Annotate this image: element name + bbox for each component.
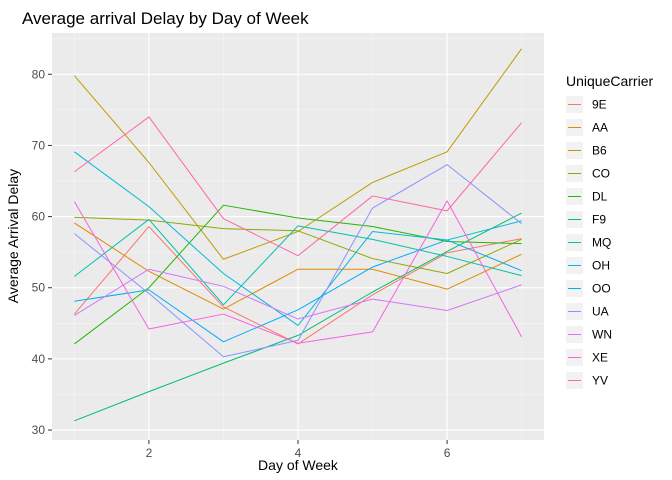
x-axis-title: Day of Week (258, 457, 339, 473)
legend-label: OO (592, 282, 611, 296)
legend-item-mq: MQ (566, 234, 611, 251)
series-line-xe (73, 200, 523, 344)
series-line-oo (74, 239, 522, 343)
series-line-f9 (74, 212, 522, 422)
legend-item-9e: 9E (566, 96, 607, 113)
legend-label: WN (592, 328, 612, 342)
legend-label: DL (592, 190, 608, 204)
legend-item-xe: XE (566, 349, 608, 366)
legend-label: OH (592, 259, 610, 273)
y-tick-label: 60 (32, 210, 46, 224)
x-tick-label: 6 (444, 446, 451, 460)
series-line-mq (74, 218, 522, 306)
series-line-aa (74, 222, 522, 310)
legend-label: YV (592, 374, 608, 388)
y-tick-label: 50 (32, 281, 46, 295)
series-line-dl (74, 204, 522, 345)
legend-item-aa: AA (566, 119, 608, 136)
legend-label: MQ (592, 236, 611, 250)
legend-item-dl: DL (566, 188, 608, 205)
legend-label: F9 (592, 213, 606, 227)
legend-label: 9E (592, 98, 607, 112)
x-tick-label: 2 (146, 446, 153, 460)
series-line-wn (74, 268, 522, 320)
legend-label: B6 (592, 144, 607, 158)
legend-items: 9E AA B6 CO DL F9 MQ OH OO UA WN XE YV (566, 96, 612, 389)
legend-item-b6: B6 (566, 142, 607, 159)
legend-item-co: CO (566, 165, 610, 182)
series-line-ua (74, 164, 522, 358)
y-axis-title: Average Arrival Delay (5, 169, 21, 303)
series-line-yv (74, 116, 523, 257)
legend-item-oh: OH (566, 257, 610, 274)
y-tick-label: 70 (32, 138, 46, 152)
legend-item-yv: YV (566, 372, 608, 389)
legend-title: UniqueCarrier (566, 73, 653, 89)
y-tick-label: 40 (32, 352, 46, 366)
x-axis-ticks: 2 4 6 (146, 440, 451, 460)
legend: UniqueCarrier 9E AA B6 CO DL F9 MQ OH OO UA WN XE YV (566, 73, 653, 389)
chart-title: Average arrival Delay by Day of Week (22, 9, 309, 28)
legend-label: UA (592, 305, 609, 319)
legend-label: AA (592, 121, 608, 135)
series-lines (73, 48, 523, 422)
legend-item-f9: F9 (566, 211, 606, 228)
y-tick-label: 80 (32, 67, 46, 81)
series-line-9e (73, 226, 522, 345)
legend-label: XE (592, 351, 608, 365)
legend-label: CO (592, 167, 610, 181)
series-line-b6 (73, 48, 523, 260)
legend-item-oo: OO (566, 280, 611, 297)
x-tick-label: 4 (295, 446, 302, 460)
y-axis-ticks: 30 40 50 60 70 80 (32, 67, 52, 437)
y-tick-label: 30 (32, 423, 46, 437)
legend-item-wn: WN (566, 326, 612, 343)
legend-item-ua: UA (566, 303, 609, 320)
